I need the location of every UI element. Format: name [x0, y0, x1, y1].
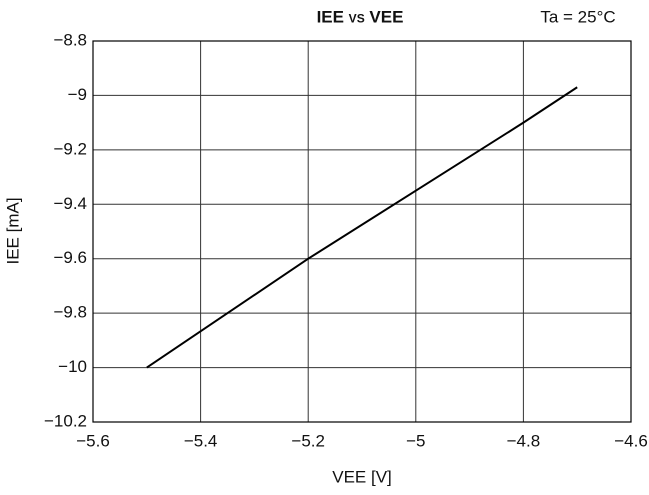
x-tick-label: −5	[406, 431, 425, 450]
y-axis-label: IEE [mA]	[3, 197, 22, 264]
y-tick-label: −10.2	[44, 411, 87, 430]
annotation: Ta = 25°C	[540, 7, 615, 26]
x-tick-label: −5.6	[76, 431, 110, 450]
y-tick-label: −9.4	[53, 194, 87, 213]
chart-title: IEE vs VEE	[317, 7, 404, 26]
y-tick-label: −9.6	[53, 248, 87, 267]
x-tick-label: −5.2	[291, 431, 325, 450]
x-tick-label: −5.4	[184, 431, 218, 450]
x-tick-label: −4.8	[507, 431, 541, 450]
y-tick-label: −10	[58, 357, 87, 376]
y-tick-label: −9	[68, 85, 87, 104]
x-tick-label: −4.6	[614, 431, 648, 450]
y-tick-label: −8.8	[53, 30, 87, 49]
y-tick-label: −9.2	[53, 139, 87, 158]
x-axis-label: VEE [V]	[332, 467, 392, 486]
y-tick-label: −9.8	[53, 303, 87, 322]
data-line	[146, 86, 578, 369]
plot-frame	[92, 40, 632, 423]
